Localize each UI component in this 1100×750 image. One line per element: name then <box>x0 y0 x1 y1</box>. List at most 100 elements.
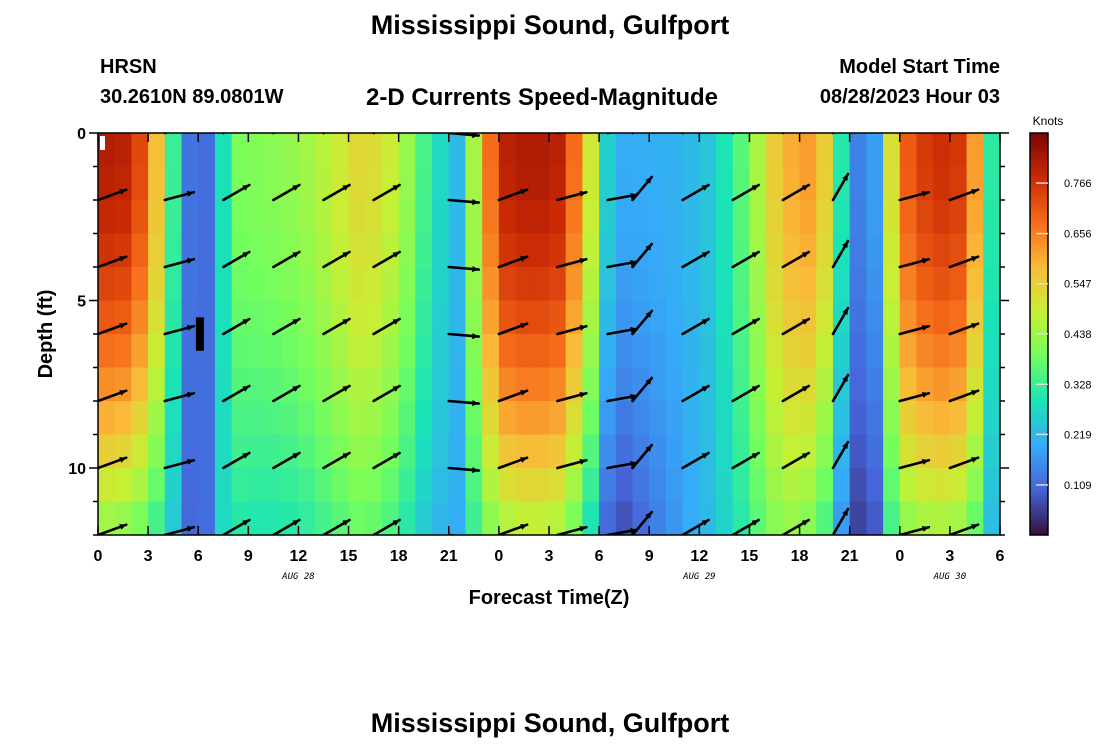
y-axis-label: Depth (ft) <box>35 290 57 379</box>
heatmap-cell <box>883 133 900 167</box>
heatmap-cell <box>582 133 599 167</box>
heatmap-cell <box>465 200 482 234</box>
current-time-marker <box>196 317 204 351</box>
heatmap-cell <box>482 267 499 301</box>
heatmap-cell <box>983 435 1000 469</box>
heatmap-cell <box>516 133 533 167</box>
heatmap-cell <box>365 133 382 167</box>
heatmap-cell <box>198 502 215 536</box>
heatmap-cell <box>432 435 449 469</box>
heatmap-cell <box>549 468 566 502</box>
heatmap-cell <box>415 200 432 234</box>
heatmap-cell <box>432 334 449 368</box>
heatmap-cell <box>265 401 282 435</box>
heatmap-cell <box>582 368 599 402</box>
heatmap-cell <box>933 368 950 402</box>
heatmap-cell <box>633 267 650 301</box>
heatmap-cell <box>232 267 249 301</box>
heatmap-cell <box>315 334 332 368</box>
heatmap-cell <box>816 368 833 402</box>
heatmap-cell <box>131 267 148 301</box>
current-vector <box>900 125 929 133</box>
heatmap-cell <box>115 435 132 469</box>
x-tick-label: 15 <box>741 548 759 565</box>
heatmap-cell <box>749 133 766 167</box>
heatmap-cell <box>883 267 900 301</box>
heatmap-cell <box>733 133 750 167</box>
heatmap-cell <box>215 468 232 502</box>
heatmap-cell <box>232 435 249 469</box>
heatmap-cell <box>816 301 833 335</box>
heatmap-cell <box>332 401 349 435</box>
heatmap-cell <box>749 468 766 502</box>
heatmap-cell <box>566 401 583 435</box>
heatmap-cell <box>716 401 733 435</box>
heatmap-cell <box>666 200 683 234</box>
current-vector-head <box>971 122 978 128</box>
heatmap-cell <box>716 133 733 167</box>
heatmap-cell <box>265 334 282 368</box>
x-tick-label: 3 <box>945 548 954 565</box>
heatmap-cell <box>198 401 215 435</box>
heatmap-cell <box>399 167 416 201</box>
current-vector-head <box>119 122 126 128</box>
heatmap-cell <box>382 401 399 435</box>
heatmap-cell <box>983 368 1000 402</box>
heatmap-cell <box>399 368 416 402</box>
heatmap-cell <box>582 234 599 268</box>
heatmap-cell <box>182 468 199 502</box>
heatmap-cell <box>248 167 265 201</box>
heatmap-cell <box>131 167 148 201</box>
heatmap-cell <box>415 468 432 502</box>
heatmap-cell <box>215 267 232 301</box>
x-tick-label: 0 <box>94 548 103 565</box>
heatmap-cell <box>866 334 883 368</box>
heatmap-cell <box>900 200 917 234</box>
heatmap-cell <box>933 468 950 502</box>
heatmap-cell <box>115 468 132 502</box>
heatmap-cell <box>599 401 616 435</box>
heatmap-cell <box>933 401 950 435</box>
heatmap-cell <box>465 334 482 368</box>
heatmap-cell <box>699 368 716 402</box>
heatmap-cell <box>616 334 633 368</box>
heatmap-cell <box>800 502 817 536</box>
x-tick-label: 18 <box>390 548 408 565</box>
heatmap-cell <box>131 334 148 368</box>
heatmap-cell <box>599 167 616 201</box>
heatmap-cell <box>983 502 1000 536</box>
heatmap-cell <box>683 468 700 502</box>
colorbar-tick-label: 0.328 <box>1064 379 1092 391</box>
y-tick-label: 0 <box>77 126 86 143</box>
heatmap-cell <box>499 401 516 435</box>
x-tick-label: 18 <box>791 548 809 565</box>
heatmap-cell <box>683 133 700 167</box>
heatmap-cell <box>232 133 249 167</box>
heatmap-cell <box>599 301 616 335</box>
heatmap-cell <box>683 401 700 435</box>
heatmap-cell <box>749 167 766 201</box>
heatmap-cell <box>766 401 783 435</box>
heatmap-cell <box>165 200 182 234</box>
current-vector <box>273 118 299 133</box>
heatmap-cell <box>749 200 766 234</box>
heatmap-cell <box>633 401 650 435</box>
heatmap-cell <box>248 334 265 368</box>
heatmap-cell <box>148 133 165 167</box>
heatmap-cell <box>816 267 833 301</box>
heatmap-cell <box>616 200 633 234</box>
heatmap-cell <box>532 502 549 536</box>
heatmap-cell <box>282 368 299 402</box>
heatmap-cell <box>382 435 399 469</box>
heatmap-cell <box>900 468 917 502</box>
heatmap-cell <box>649 133 666 167</box>
heatmap-cell <box>933 435 950 469</box>
current-vector <box>633 110 652 133</box>
heatmap-cell <box>349 334 366 368</box>
heatmap-cell <box>699 401 716 435</box>
heatmap-cell <box>282 200 299 234</box>
heatmap-cell <box>716 167 733 201</box>
current-vector <box>950 123 978 133</box>
heatmap-cell <box>315 200 332 234</box>
heatmap-cell <box>950 200 967 234</box>
